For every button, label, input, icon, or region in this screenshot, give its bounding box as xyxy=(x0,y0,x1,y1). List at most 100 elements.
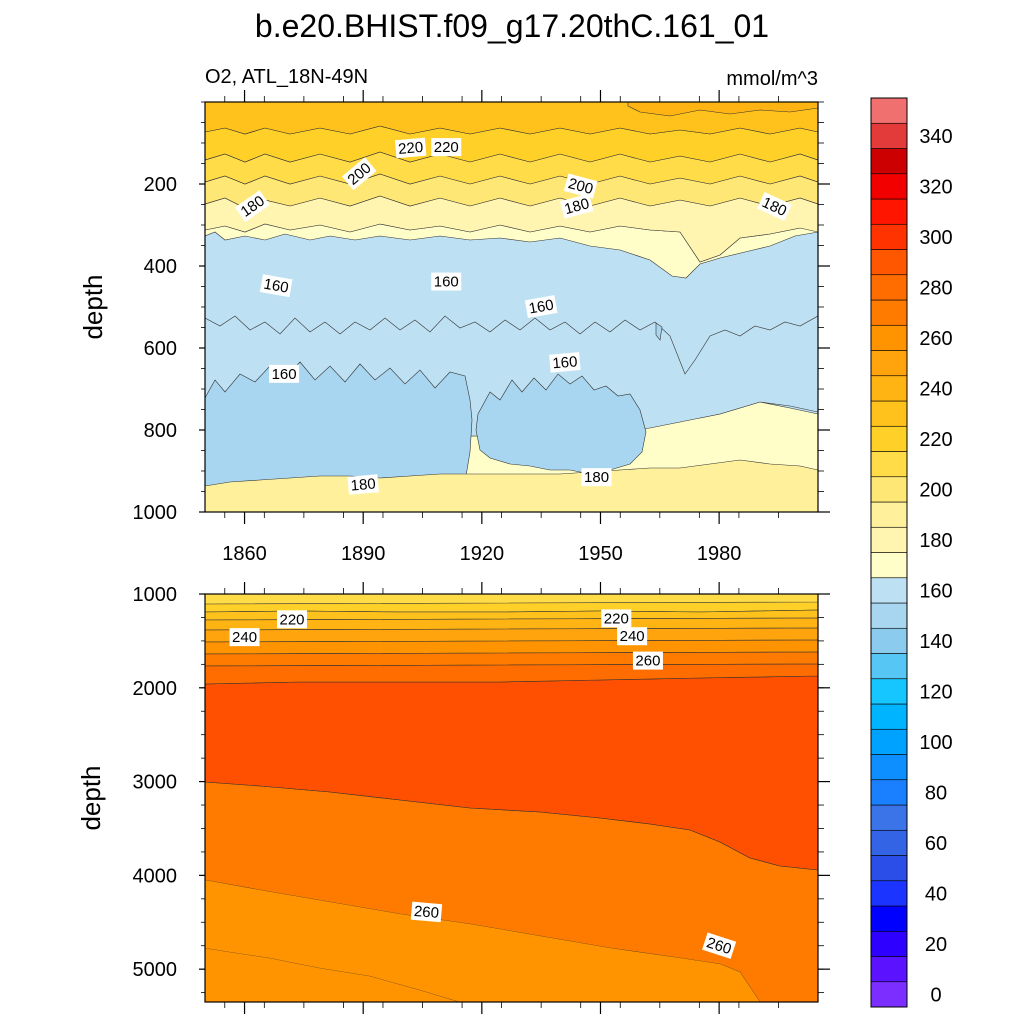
contour-label-text: 160 xyxy=(527,297,555,318)
colorbar-label: 320 xyxy=(919,176,952,198)
x-tick-label: 1890 xyxy=(341,543,386,565)
blob-140-150-right xyxy=(475,373,647,475)
contour-label-text: 240 xyxy=(232,629,257,646)
contour-label-text: 180 xyxy=(350,475,376,494)
band-260-270-lower xyxy=(205,627,818,643)
colorbar-swatch xyxy=(870,249,908,276)
lower-y-axis: 1000 2000 3000 4000 5000 xyxy=(133,584,830,994)
colorbar-swatch xyxy=(870,552,908,579)
contour-label-bg xyxy=(559,193,594,219)
contour-label: 260 xyxy=(702,932,737,959)
y-tick-label: 3000 xyxy=(133,772,178,794)
colorbar-swatch xyxy=(870,400,908,427)
contour-label: 160 xyxy=(549,352,581,373)
contour-label: 240 xyxy=(229,628,260,647)
colorbar-swatch xyxy=(870,981,908,1008)
contour-label-text: 160 xyxy=(434,274,459,291)
contour-label: 260 xyxy=(632,651,663,670)
contour-label: 160 xyxy=(524,295,558,319)
contour-label: 160 xyxy=(269,364,300,383)
lower-x-axis xyxy=(224,582,779,1014)
x-tick-label: 1860 xyxy=(222,543,267,565)
contour-label: 220 xyxy=(431,138,462,157)
colorbar-label: 40 xyxy=(925,883,947,905)
colorbar-label: 340 xyxy=(919,126,952,148)
colorbar-swatch xyxy=(870,526,908,553)
contour-label-bg xyxy=(524,295,558,319)
contour-label-text: 160 xyxy=(552,353,578,372)
colorbar-swatch xyxy=(870,627,908,654)
contour-label: 200 xyxy=(563,173,598,199)
colorbar-swatch xyxy=(870,855,908,882)
contour-label-bg xyxy=(394,137,427,159)
contour-label-bg xyxy=(431,272,462,291)
colorbar-swatch xyxy=(870,350,908,377)
colorbar-swatch xyxy=(870,653,908,680)
colorbar-swatch xyxy=(870,754,908,781)
contour-label-bg xyxy=(581,468,612,487)
y-tick-label: 5000 xyxy=(133,959,178,981)
x-tick-label: 1950 xyxy=(578,543,623,565)
upper-y-axis-title: depth xyxy=(78,274,108,339)
blob-140-150-small xyxy=(655,322,663,341)
contour-label-bg xyxy=(563,173,598,199)
colorbar-swatch xyxy=(870,829,908,856)
contour-label-text: 220 xyxy=(434,139,459,156)
contour-label-text: 180 xyxy=(584,469,609,486)
colorbar-swatch xyxy=(870,779,908,806)
contour-label-bg xyxy=(235,190,270,223)
colorbar-label: 300 xyxy=(919,227,952,249)
y-tick-label: 600 xyxy=(144,338,177,360)
colorbar-swatch xyxy=(870,602,908,629)
colorbar-label: 0 xyxy=(930,984,941,1006)
colorbar-label: 80 xyxy=(925,782,947,804)
colorbar-label: 140 xyxy=(919,631,952,653)
contour-label-bg xyxy=(601,609,632,628)
contour-label: 160 xyxy=(259,274,293,298)
colorbar-swatch xyxy=(870,476,908,503)
band-220-230-lower xyxy=(205,594,818,605)
lower-contour-fill xyxy=(205,594,818,1002)
colorbar-swatch xyxy=(870,577,908,604)
contour-label-bg xyxy=(702,932,737,959)
band-270-280-bottom xyxy=(205,880,760,1002)
contour-label-text: 260 xyxy=(704,934,733,958)
contour-label-text: 260 xyxy=(413,903,439,922)
contour-label-bg xyxy=(549,352,581,373)
y-tick-label: 1000 xyxy=(133,502,178,524)
x-tick-label: 1920 xyxy=(460,543,505,565)
colorbar-label: 180 xyxy=(919,530,952,552)
band-280-290-lower xyxy=(205,651,818,667)
upper-panel: 200 400 600 800 1000 1860 1890 1920 1950 1980 22… xyxy=(78,90,830,565)
colorbar-swatch xyxy=(870,804,908,831)
colorbar-swatch xyxy=(870,728,908,755)
colorbar-label: 20 xyxy=(925,934,947,956)
colorbar-swatch xyxy=(870,905,908,932)
band-290-300-lower xyxy=(205,663,818,685)
colorbar-swatch xyxy=(870,198,908,225)
band-240-250-top xyxy=(627,102,818,117)
contour-label-bg xyxy=(632,651,663,670)
contour-label-text: 240 xyxy=(620,628,645,645)
contour-label: 220 xyxy=(394,137,427,159)
contour-label-bg xyxy=(229,628,260,647)
colorbar-swatch xyxy=(870,678,908,705)
colorbar-frame xyxy=(870,97,908,1008)
y-tick-label: 1000 xyxy=(133,584,178,606)
contour-label-bg xyxy=(259,274,293,298)
upper-y-axis: 200 400 600 800 1000 xyxy=(133,101,830,524)
contour-label-text: 220 xyxy=(279,611,304,628)
colorbar-swatch xyxy=(870,425,908,452)
colorbar-swatch xyxy=(870,880,908,907)
contour-label-bg xyxy=(757,192,792,222)
contour-label-bg xyxy=(410,901,443,923)
contour-label: 180 xyxy=(559,193,594,219)
colorbar-label: 220 xyxy=(919,429,952,451)
colorbar-swatch xyxy=(870,324,908,351)
contour-label-text: 160 xyxy=(272,366,297,383)
contour-label: 180 xyxy=(347,474,379,495)
y-tick-label: 200 xyxy=(144,174,177,196)
contour-label: 240 xyxy=(617,627,648,646)
colorbar-swatch xyxy=(870,501,908,528)
